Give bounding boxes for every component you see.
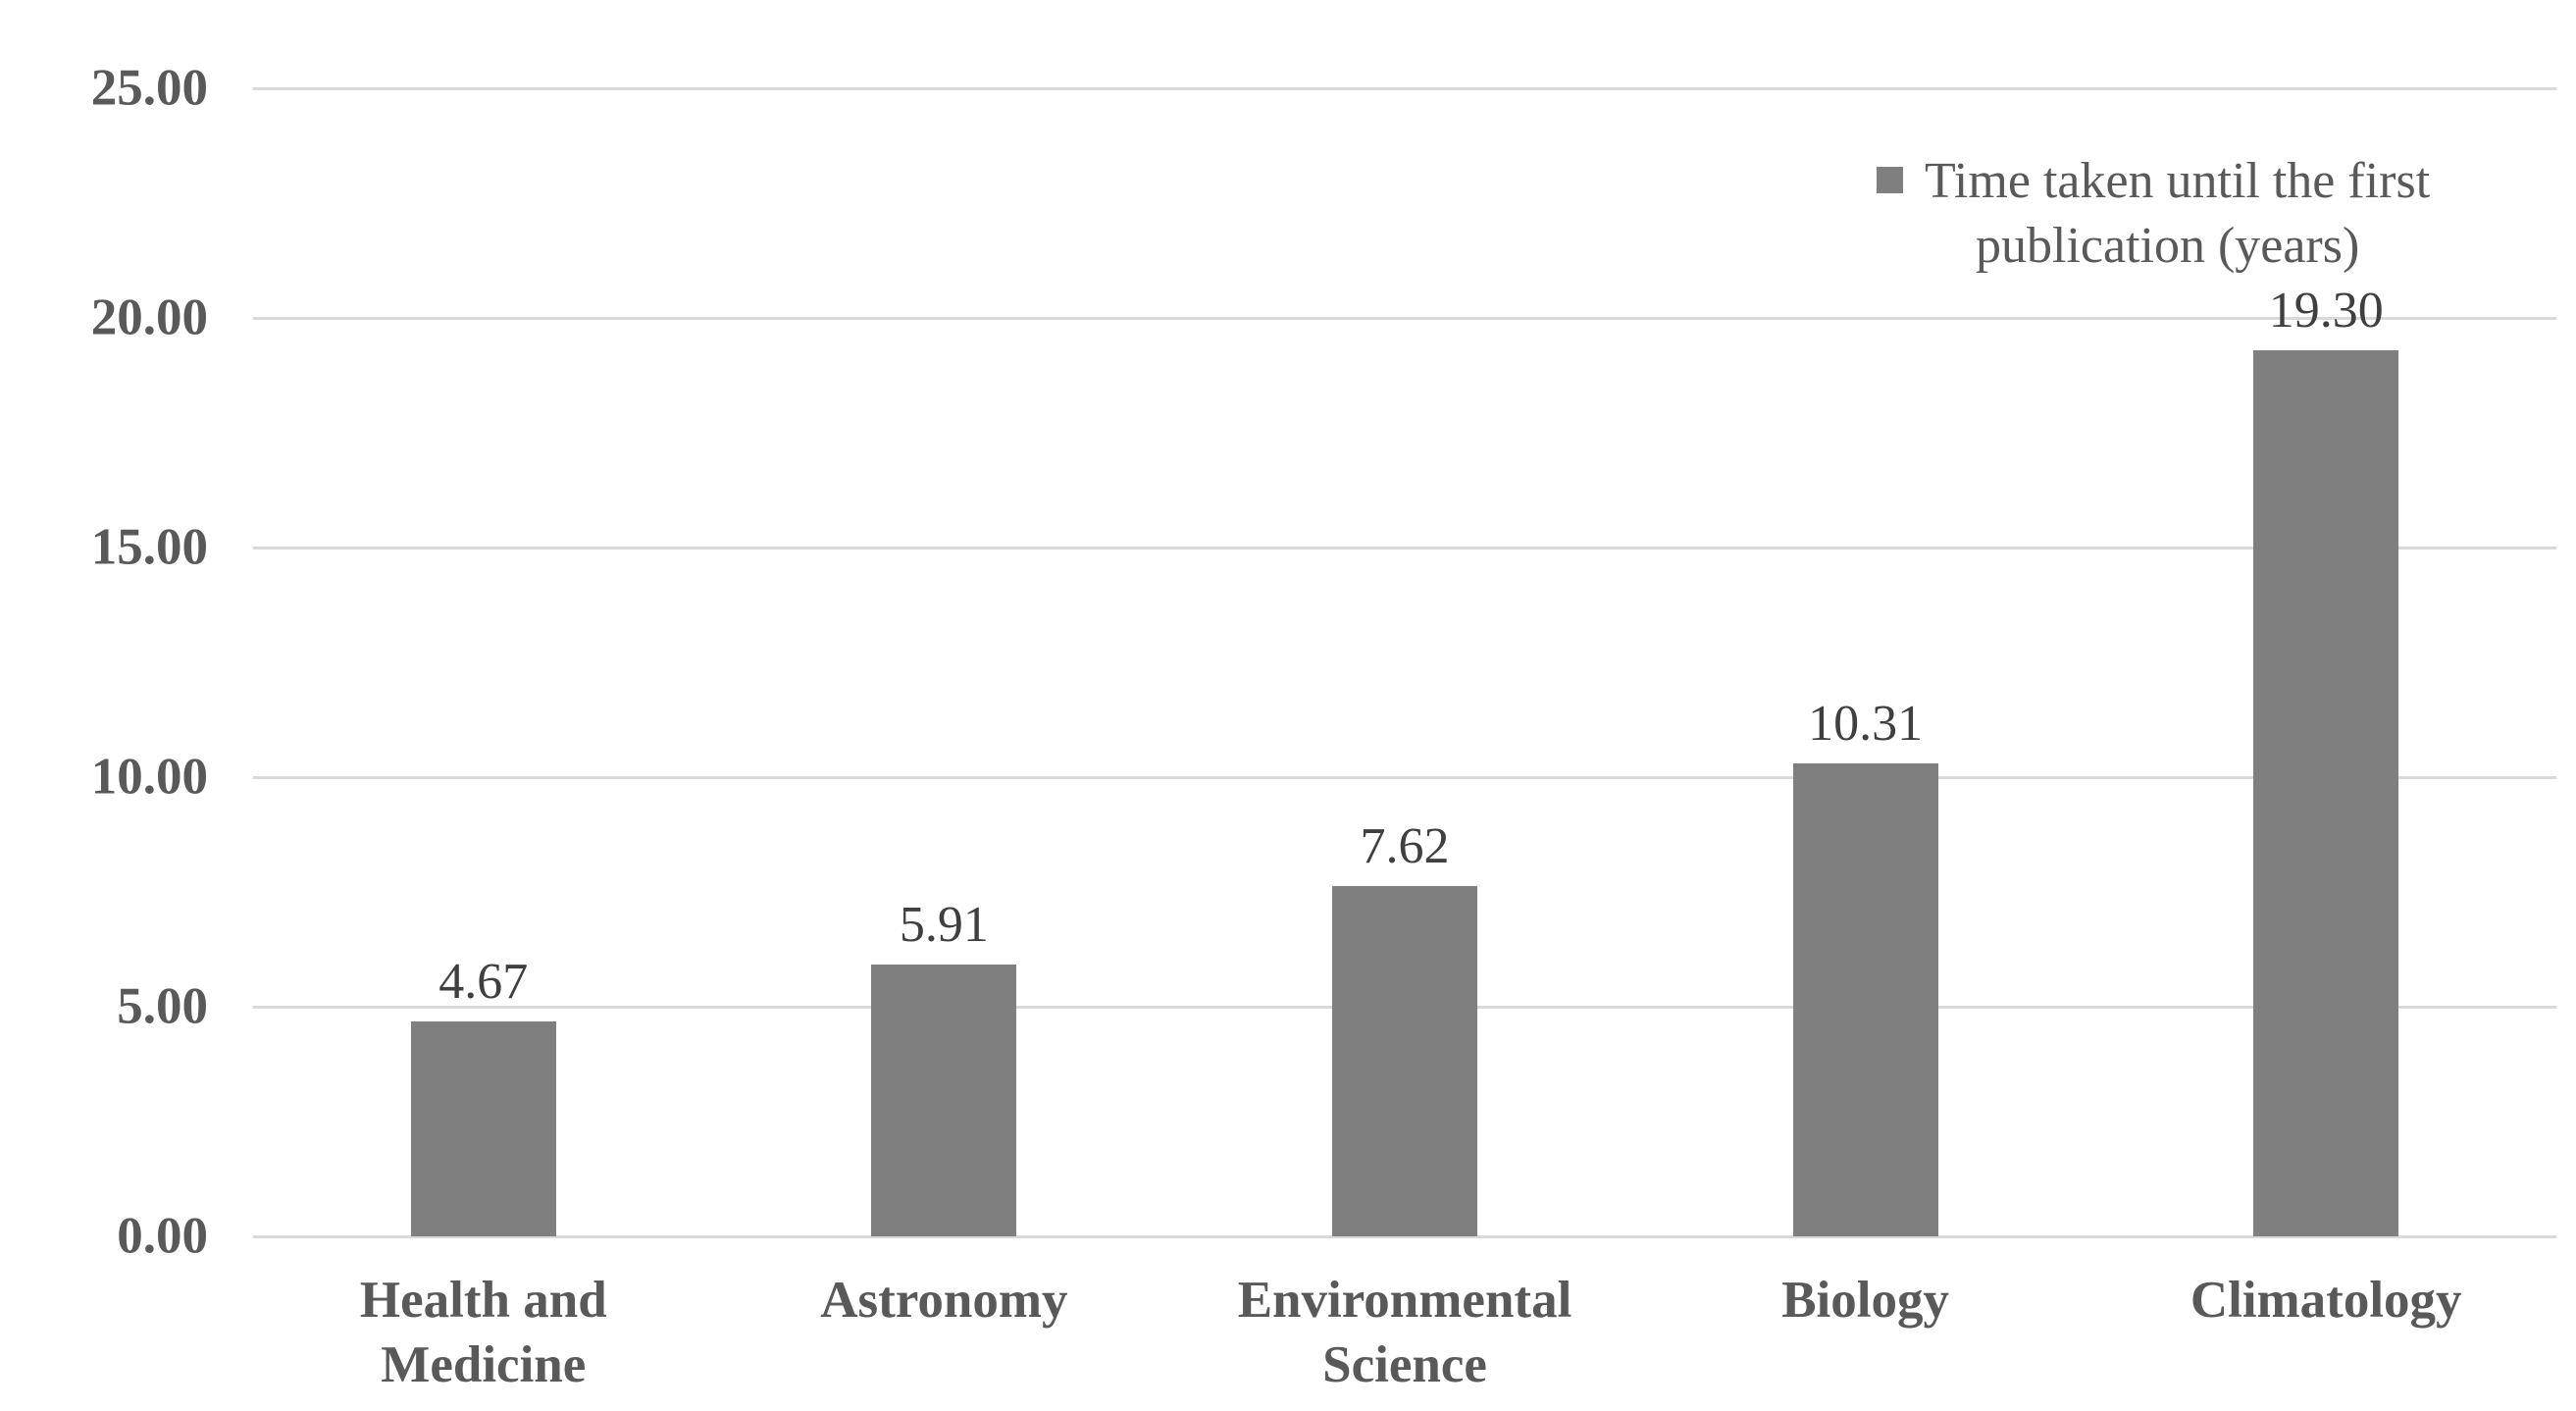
legend: Time taken until the first publication (…: [1877, 149, 2430, 279]
y-tick-label-20.00: 20.00: [90, 288, 208, 346]
legend-label-line2: publication (years): [1976, 218, 2360, 274]
data-label-environmental-science: 7.62: [1360, 818, 1450, 875]
data-label-astronomy: 5.91: [899, 897, 989, 954]
y-tick-label-25.00: 25.00: [90, 59, 208, 117]
gridline-20.00: [253, 316, 2556, 320]
y-tick-label-5.00: 5.00: [117, 977, 208, 1035]
category-label-astronomy: Astronomy: [820, 1272, 1068, 1329]
bar-astronomy: [871, 965, 1017, 1236]
data-label-health-and-medicine: 4.67: [438, 954, 529, 1011]
category-label-environmental-science: Environmental Science: [1237, 1272, 1572, 1393]
bar-biology: [1792, 762, 1938, 1236]
y-tick-label-15.00: 15.00: [90, 518, 208, 576]
bar-climatology: [2253, 349, 2399, 1236]
gridline-10.00: [253, 775, 2556, 779]
legend-square-marker-icon: [1877, 167, 1903, 193]
bar-health-and-medicine: [410, 1021, 556, 1236]
bar-environmental-science: [1332, 886, 1477, 1236]
category-label-health-and-medicine: Health and Medicine: [359, 1272, 607, 1393]
legend-label: Time taken until the first publication (…: [1925, 149, 2430, 279]
category-label-biology: Biology: [1781, 1272, 1949, 1329]
gridline-25.00: [253, 86, 2556, 90]
data-label-biology: 10.31: [1808, 695, 1924, 752]
category-label-climatology: Climatology: [2190, 1272, 2462, 1329]
y-tick-label-0.00: 0.00: [117, 1207, 208, 1265]
y-tick-label-10.00: 10.00: [90, 748, 208, 806]
gridline-0.00: [253, 1234, 2556, 1238]
legend-label-line1: Time taken until the first: [1925, 153, 2431, 209]
data-label-climatology: 19.30: [2268, 282, 2384, 339]
gridline-15.00: [253, 546, 2556, 549]
